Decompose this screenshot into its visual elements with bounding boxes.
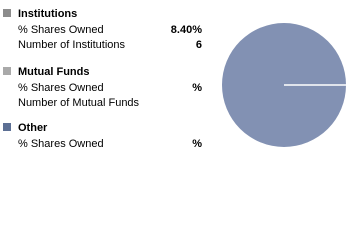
section-title: Mutual Funds (18, 66, 90, 78)
section-title: Institutions (18, 8, 77, 20)
legend-swatch (3, 67, 11, 75)
row-value: 6 (196, 39, 202, 51)
row-label: % Shares Owned (18, 82, 104, 94)
section-title: Other (18, 122, 48, 134)
row-label: % Shares Owned (18, 24, 104, 36)
row-value: % (192, 82, 202, 94)
legend-swatch (3, 123, 11, 131)
row-label: Number of Institutions (18, 39, 125, 51)
row-label: % Shares Owned (18, 138, 104, 150)
holdings-panel: Institutions % Shares Owned 8.40% Number of… (3, 8, 346, 150)
row-value: % (192, 138, 202, 150)
row-label: Number of Mutual Funds (18, 97, 140, 109)
legend-swatch (3, 9, 11, 17)
row-value: 8.40% (171, 24, 202, 36)
